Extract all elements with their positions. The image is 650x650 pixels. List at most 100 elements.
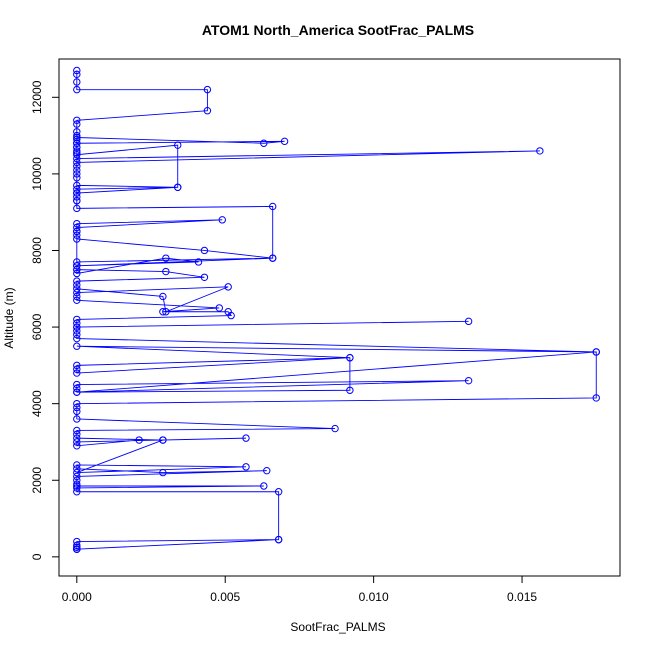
data-point <box>73 323 81 331</box>
y-tick-label: 0 <box>30 553 44 560</box>
data-point <box>73 292 81 301</box>
data-point <box>73 461 81 469</box>
data-point <box>73 365 81 373</box>
data-point <box>174 183 182 191</box>
x-tick-label: 0.000 <box>62 590 92 604</box>
data-point <box>331 424 339 433</box>
data-point <box>73 361 81 370</box>
data-point <box>73 384 81 393</box>
data-point <box>73 143 81 151</box>
x-axis: 0.000 0.005 0.010 0.015 <box>62 575 537 604</box>
data-point <box>73 430 81 439</box>
data-point <box>73 399 81 408</box>
data-point <box>159 308 167 316</box>
data-point <box>464 317 473 326</box>
data-point <box>174 141 182 149</box>
data-point <box>73 204 81 213</box>
y-tick-label: 8000 <box>30 237 44 264</box>
data-point <box>242 463 250 471</box>
data-point <box>194 258 203 266</box>
data-point <box>73 235 81 243</box>
data-point <box>162 254 170 262</box>
data-point <box>73 149 81 157</box>
data-point <box>73 158 81 167</box>
data-point <box>73 120 81 128</box>
data-point <box>203 85 212 94</box>
data-point <box>73 543 81 551</box>
data-point <box>73 438 81 446</box>
data-point <box>73 476 81 484</box>
data-point <box>73 85 81 94</box>
data-point <box>215 304 223 312</box>
data-point <box>73 403 81 412</box>
data-point <box>200 246 209 255</box>
data-point <box>73 472 81 481</box>
data-point <box>218 216 226 224</box>
data-point <box>203 107 212 115</box>
y-tick-label: 6000 <box>30 313 44 340</box>
data-point <box>73 258 81 266</box>
data-point <box>269 202 277 211</box>
data-point <box>73 193 81 201</box>
data-point <box>73 227 81 236</box>
data-point <box>162 267 170 276</box>
data-point <box>73 116 81 124</box>
data-point <box>73 480 81 488</box>
data-point <box>73 426 81 435</box>
data-point <box>346 386 354 394</box>
data-point <box>73 162 81 170</box>
data-point <box>73 488 81 496</box>
data-point <box>73 170 81 178</box>
data-point <box>73 139 81 147</box>
y-tick-label: 4000 <box>30 390 44 417</box>
data-point <box>73 296 81 304</box>
data-point <box>159 468 167 477</box>
data-point <box>162 308 170 316</box>
data-point <box>73 285 81 293</box>
data-point <box>73 482 81 490</box>
data-point <box>73 78 81 86</box>
y-axis-label: Altitude (m) <box>2 287 16 348</box>
data-point <box>73 133 81 142</box>
chart-title: ATOM1 North_America SootFrac_PALMS <box>202 22 474 38</box>
data-point <box>73 342 81 350</box>
data-point <box>73 388 81 396</box>
series-points <box>73 66 600 553</box>
data-point <box>159 436 167 444</box>
data-point <box>73 484 81 492</box>
data-point <box>227 311 235 320</box>
data-point <box>73 135 81 144</box>
data-point <box>242 434 250 442</box>
data-point <box>73 442 81 450</box>
data-point <box>73 151 81 159</box>
data-point <box>73 288 81 297</box>
data-point <box>73 269 81 278</box>
data-point <box>73 319 81 327</box>
data-point <box>274 535 283 544</box>
data-point <box>73 131 81 140</box>
data-point <box>73 174 81 182</box>
data-point <box>73 369 81 377</box>
data-point <box>135 436 143 444</box>
data-point <box>536 147 544 155</box>
data-point <box>263 466 271 475</box>
data-point <box>73 465 81 473</box>
x-axis-label: SootFrac_PALMS <box>290 620 385 634</box>
data-point <box>73 407 81 416</box>
data-point <box>464 376 473 385</box>
data-point <box>73 434 81 442</box>
data-point <box>73 541 81 550</box>
data-point <box>592 394 600 402</box>
data-point <box>280 137 289 146</box>
data-point <box>73 327 81 335</box>
data-point <box>73 277 81 285</box>
series-lines <box>76 70 597 550</box>
data-point <box>73 415 81 423</box>
data-point <box>73 380 81 389</box>
y-axis: 0 2000 4000 6000 8000 10000 12000 <box>30 80 60 560</box>
data-point <box>73 66 81 75</box>
data-point <box>73 223 81 232</box>
data-point <box>73 70 81 79</box>
data-point <box>73 219 81 228</box>
